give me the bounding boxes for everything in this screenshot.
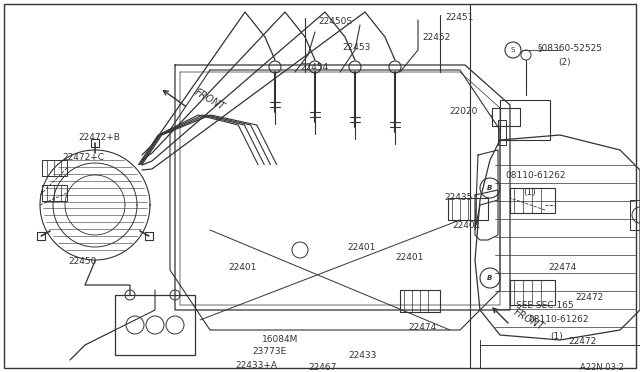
Text: 22474: 22474: [548, 263, 576, 273]
Text: 22474: 22474: [408, 324, 436, 333]
Text: SEE SEC.165: SEE SEC.165: [516, 301, 573, 310]
Bar: [42, 185, 67, 201]
Bar: [448, 198, 488, 220]
Text: (1): (1): [550, 333, 563, 341]
Text: 22401: 22401: [452, 221, 481, 230]
Bar: [42, 160, 67, 176]
Bar: [400, 290, 440, 312]
Text: 16084M: 16084M: [262, 336, 298, 344]
Text: 22472: 22472: [575, 294, 604, 302]
Text: 22401: 22401: [228, 263, 257, 273]
Text: 22020: 22020: [450, 108, 478, 116]
Text: S: S: [511, 47, 515, 53]
Text: A22N 03:2: A22N 03:2: [580, 363, 624, 372]
Bar: [115, 295, 195, 355]
Bar: [510, 188, 555, 213]
Text: 22454: 22454: [300, 64, 328, 73]
Text: 22401: 22401: [395, 253, 424, 263]
Text: 22433+A: 22433+A: [235, 360, 277, 369]
Text: 22472+B: 22472+B: [78, 134, 120, 142]
Text: §08360-52525: §08360-52525: [538, 44, 603, 52]
Text: FRONT: FRONT: [512, 307, 546, 333]
Text: 22452: 22452: [422, 33, 451, 42]
Text: 08110-61262: 08110-61262: [528, 315, 589, 324]
Text: 22467: 22467: [308, 363, 337, 372]
Text: FRONT: FRONT: [193, 87, 227, 113]
Bar: [630, 200, 640, 230]
Text: 22451: 22451: [445, 13, 474, 22]
Bar: [510, 280, 555, 305]
Text: 22433: 22433: [348, 350, 376, 359]
Text: B: B: [487, 185, 493, 191]
Text: B: B: [487, 275, 493, 281]
Bar: [498, 120, 506, 145]
Text: 22450: 22450: [68, 257, 97, 266]
Text: 22435: 22435: [445, 193, 473, 202]
Text: (1): (1): [523, 187, 536, 196]
Text: 23773E: 23773E: [252, 347, 286, 356]
Text: 22401: 22401: [347, 244, 376, 253]
Text: 22450S: 22450S: [318, 17, 352, 26]
Bar: [492, 108, 520, 126]
Text: 22472: 22472: [568, 337, 596, 346]
Text: 22453: 22453: [342, 44, 371, 52]
Bar: [500, 100, 550, 140]
Text: 22472+C: 22472+C: [62, 154, 104, 163]
Text: (2): (2): [558, 58, 571, 67]
Text: 08110-61262: 08110-61262: [505, 170, 566, 180]
